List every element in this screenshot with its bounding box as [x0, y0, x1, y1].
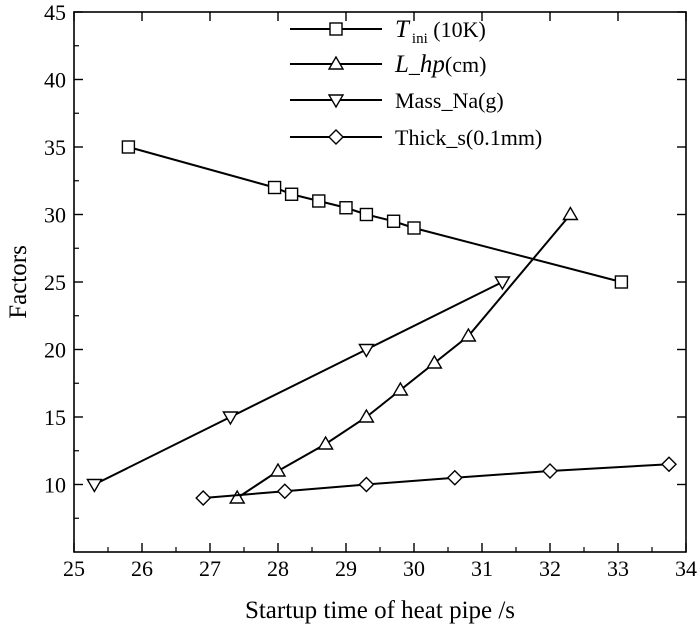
x-tick-label: 34	[675, 556, 697, 581]
data-point	[359, 207, 374, 222]
x-tick-label: 32	[539, 556, 561, 581]
y-tick-label: 15	[44, 405, 66, 430]
legend-label: Thick_s(0.1mm)	[395, 125, 542, 150]
x-tick-label: 25	[63, 556, 85, 581]
data-point	[284, 187, 299, 201]
data-point	[358, 408, 375, 423]
y-tick-label: 45	[44, 0, 66, 25]
data-point	[267, 180, 282, 195]
series-line	[128, 146, 622, 283]
x-tick-label: 26	[131, 556, 153, 581]
x-tick-label: 29	[335, 556, 357, 581]
data-point	[222, 411, 239, 426]
series-line	[236, 213, 572, 499]
y-tick-label: 25	[44, 270, 66, 295]
y-tick-label: 40	[44, 68, 66, 93]
data-point	[317, 435, 334, 450]
y-axis-label: Factors	[5, 245, 32, 319]
legend-label: L_hp(cm)	[394, 51, 486, 78]
series-layer	[86, 140, 677, 506]
x-tick-label: 30	[403, 556, 425, 581]
data-point	[195, 490, 212, 506]
series-line	[93, 281, 503, 486]
data-point	[446, 469, 463, 486]
x-axis-ticks: 25 26 27 28 29 30 31 32 33 34	[63, 12, 697, 581]
data-point	[312, 194, 326, 208]
data-point	[614, 275, 629, 289]
y-tick-label: 35	[44, 135, 66, 160]
y-tick-label: 20	[44, 338, 66, 363]
x-tick-label: 28	[267, 556, 289, 581]
legend-marker	[329, 22, 343, 36]
data-point	[86, 478, 103, 493]
data-point	[339, 201, 353, 215]
x-axis-label: Startup time of heat pipe /s	[245, 597, 515, 624]
data-point	[269, 462, 287, 477]
legend-entry: L_hp(cm)	[290, 51, 486, 78]
legend-marker	[327, 55, 345, 70]
y-axis-ticks: 10 15 20 25 30 35 40 45	[44, 0, 686, 519]
axes	[73, 11, 687, 553]
series-3	[86, 276, 511, 493]
data-point	[276, 483, 293, 500]
series-line	[203, 463, 670, 499]
data-point	[661, 456, 677, 473]
legend-marker	[327, 94, 345, 109]
data-point	[392, 381, 409, 396]
legend-label: Mass_Na(g)	[395, 88, 504, 113]
x-tick-label: 27	[199, 556, 221, 581]
x-tick-label: 31	[471, 556, 493, 581]
data-point	[460, 327, 477, 342]
data-point	[386, 214, 401, 228]
plot-frame	[73, 11, 687, 553]
data-point	[228, 489, 246, 504]
legend-entry: Mass_Na(g)	[290, 88, 504, 113]
data-point	[494, 276, 511, 291]
legend-marker	[328, 129, 344, 145]
series-1	[121, 140, 629, 289]
legend-entry: Thick_s(0.1mm)	[290, 125, 542, 150]
x-tick-label: 33	[607, 556, 629, 581]
data-point	[358, 476, 375, 493]
data-point	[542, 463, 558, 479]
data-point	[407, 221, 421, 235]
y-tick-label: 30	[44, 203, 66, 228]
y-tick-label: 10	[44, 473, 66, 498]
data-point	[358, 343, 375, 358]
series-4	[195, 456, 677, 506]
data-point	[121, 140, 136, 154]
series-2	[228, 206, 579, 504]
data-point	[562, 206, 579, 221]
data-point	[426, 354, 443, 369]
